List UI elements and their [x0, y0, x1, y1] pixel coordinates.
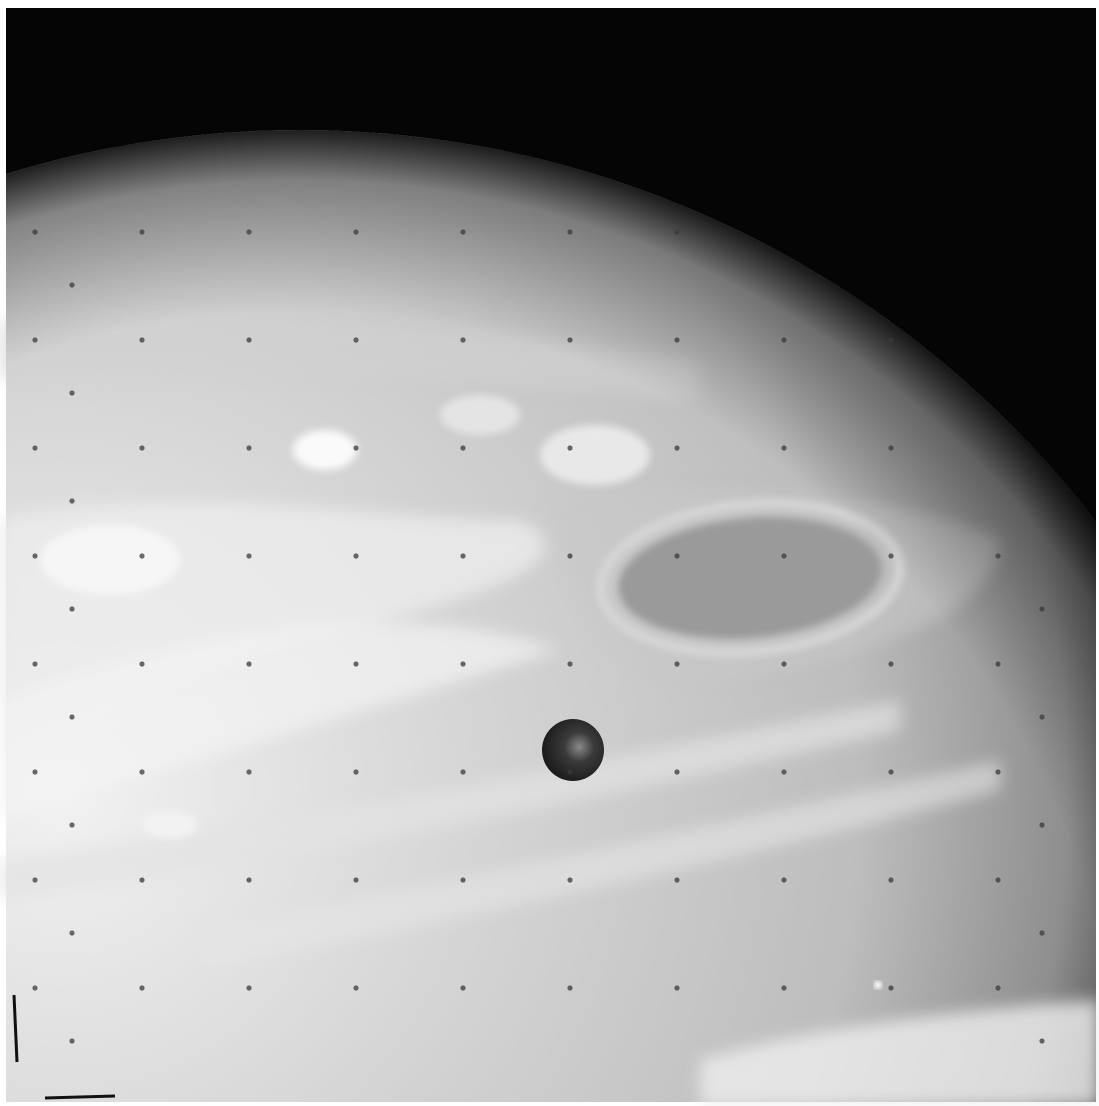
- reseau-mark: [460, 877, 466, 883]
- reseau-mark: [246, 985, 252, 991]
- reseau-mark: [353, 445, 359, 451]
- reseau-mark: [460, 445, 466, 451]
- reseau-mark: [139, 445, 145, 451]
- reseau-mark: [246, 877, 252, 883]
- reseau-mark: [674, 661, 680, 667]
- frame-mark: [12, 994, 19, 1063]
- reseau-mark: [139, 661, 145, 667]
- reseau-mark: [139, 553, 145, 559]
- reseau-mark: [888, 553, 894, 559]
- reseau-mark: [353, 661, 359, 667]
- reseau-mark: [1039, 714, 1045, 720]
- reseau-mark: [32, 445, 38, 451]
- reseau-mark: [781, 877, 787, 883]
- frame-mark: [44, 1094, 116, 1100]
- reseau-mark: [32, 661, 38, 667]
- reseau-mark: [567, 769, 573, 775]
- reseau-mark: [69, 822, 75, 828]
- reseau-mark: [353, 985, 359, 991]
- bright-point: [874, 981, 882, 989]
- reseau-mark: [353, 337, 359, 343]
- reseau-mark: [567, 229, 573, 235]
- reseau-mark: [674, 229, 680, 235]
- reseau-mark: [888, 985, 894, 991]
- reseau-mark: [1039, 606, 1045, 612]
- reseau-mark: [69, 390, 75, 396]
- reseau-mark: [888, 337, 894, 343]
- reseau-mark: [32, 229, 38, 235]
- reseau-mark: [139, 229, 145, 235]
- reseau-mark: [460, 985, 466, 991]
- reseau-mark: [139, 877, 145, 883]
- reseau-mark: [246, 553, 252, 559]
- reseau-mark: [567, 985, 573, 991]
- reseau-mark: [674, 877, 680, 883]
- reseau-mark: [69, 498, 75, 504]
- reseau-mark: [460, 229, 466, 235]
- reseau-mark: [69, 1038, 75, 1044]
- reseau-mark: [32, 985, 38, 991]
- reseau-mark: [567, 553, 573, 559]
- reseau-mark: [888, 445, 894, 451]
- reseau-mark: [246, 229, 252, 235]
- reseau-mark: [674, 553, 680, 559]
- reseau-marks: [32, 229, 1045, 1044]
- reseau-mark: [674, 985, 680, 991]
- reseau-mark: [567, 337, 573, 343]
- reseau-mark: [246, 445, 252, 451]
- reseau-mark: [888, 877, 894, 883]
- reseau-mark: [567, 445, 573, 451]
- reseau-mark: [1039, 498, 1045, 504]
- reseau-mark: [353, 553, 359, 559]
- reseau-mark: [995, 661, 1001, 667]
- reseau-mark: [995, 985, 1001, 991]
- reseau-mark: [781, 337, 787, 343]
- reseau-mark: [139, 985, 145, 991]
- reseau-mark: [246, 661, 252, 667]
- reseau-mark: [888, 661, 894, 667]
- reseau-mark: [781, 661, 787, 667]
- reseau-mark: [1039, 822, 1045, 828]
- reseau-mark: [781, 769, 787, 775]
- reseau-mark: [995, 553, 1001, 559]
- reseau-mark: [69, 930, 75, 936]
- io-moon: [542, 719, 604, 781]
- reseau-mark: [32, 877, 38, 883]
- reseau-mark: [1039, 1038, 1045, 1044]
- reseau-mark: [995, 445, 1001, 451]
- reseau-mark: [246, 769, 252, 775]
- reseau-mark: [567, 661, 573, 667]
- reseau-mark: [995, 769, 1001, 775]
- reseau-mark: [567, 877, 573, 883]
- reseau-mark: [674, 445, 680, 451]
- reseau-mark: [781, 553, 787, 559]
- reseau-mark: [32, 769, 38, 775]
- reseau-mark: [674, 769, 680, 775]
- reseau-mark: [69, 714, 75, 720]
- reseau-mark: [781, 445, 787, 451]
- reseau-mark: [781, 985, 787, 991]
- reseau-mark: [139, 337, 145, 343]
- reseau-mark: [460, 661, 466, 667]
- reseau-mark: [246, 337, 252, 343]
- reseau-mark: [460, 337, 466, 343]
- reseau-mark: [69, 606, 75, 612]
- reseau-mark: [32, 553, 38, 559]
- reseau-mark: [69, 282, 75, 288]
- reseau-mark: [888, 769, 894, 775]
- reseau-mark: [139, 769, 145, 775]
- reseau-mark: [460, 553, 466, 559]
- reseau-mark: [353, 769, 359, 775]
- reseau-mark: [353, 229, 359, 235]
- reseau-mark: [1039, 930, 1045, 936]
- reseau-mark: [460, 769, 466, 775]
- reseau-mark: [353, 877, 359, 883]
- reseau-mark: [995, 877, 1001, 883]
- reseau-mark: [674, 337, 680, 343]
- reseau-mark: [32, 337, 38, 343]
